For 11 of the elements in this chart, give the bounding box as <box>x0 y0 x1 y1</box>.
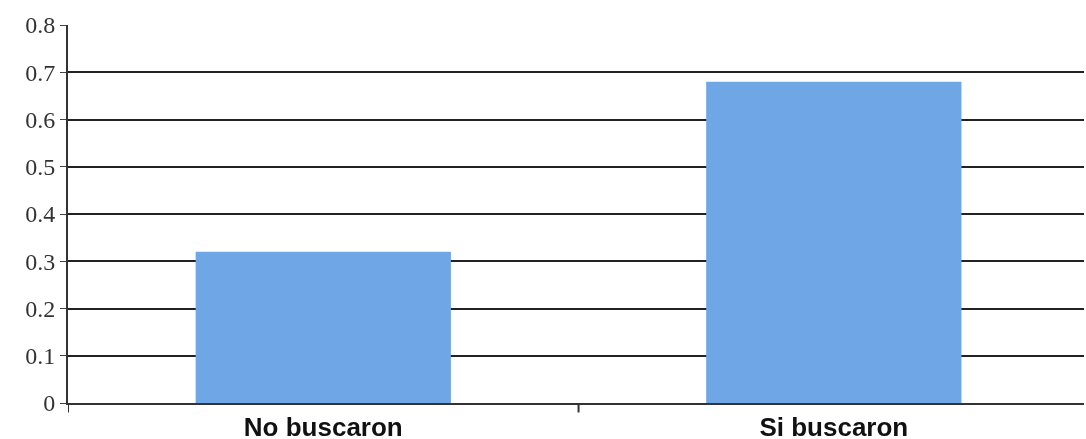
x-tick-label: No buscaron <box>243 412 403 439</box>
y-tick-label: 0.5 <box>25 154 56 181</box>
y-tick-label: 0.4 <box>25 201 56 228</box>
x-tick-label: Si buscaron <box>759 412 909 439</box>
y-tick-label: 0.7 <box>25 59 56 86</box>
y-tick-label: 0 <box>43 390 56 417</box>
y-tick-label: 0.8 <box>25 12 56 39</box>
y-tick-label: 0.2 <box>25 295 56 322</box>
y-tick-label: 0.6 <box>25 106 56 133</box>
y-tick-label: 0.3 <box>25 248 56 275</box>
y-tick-label: 0.1 <box>25 343 56 370</box>
